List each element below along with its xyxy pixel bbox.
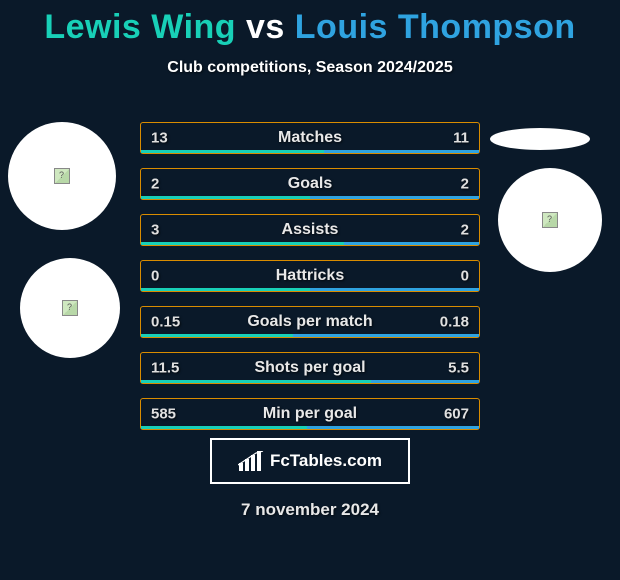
- date-text: 7 november 2024: [0, 500, 620, 520]
- brand-text: FcTables.com: [270, 451, 382, 471]
- stats-table: 13 Matches 11 2 Goals 2 3 Assists 2 0 Hattricks 0 0.…: [140, 122, 480, 444]
- stat-bar-left: [141, 150, 324, 153]
- stat-bar-right: [307, 426, 479, 429]
- stat-label: Goals per match: [247, 313, 372, 331]
- title-vs: vs: [236, 8, 295, 46]
- stat-row: 3 Assists 2: [140, 214, 480, 246]
- stat-bar-left: [141, 196, 310, 199]
- stat-value-right: 2: [461, 222, 469, 239]
- stat-row: 11.5 Shots per goal 5.5: [140, 352, 480, 384]
- stat-value-left: 2: [151, 176, 159, 193]
- page-title: Lewis Wing vs Louis Thompson: [0, 0, 620, 47]
- stat-value-left: 0: [151, 268, 159, 285]
- player1-avatar-top: [8, 122, 116, 230]
- player2-ellipse: [490, 128, 590, 150]
- stat-bar-left: [141, 380, 371, 383]
- stat-value-right: 2: [461, 176, 469, 193]
- player1-avatar-bottom: [20, 258, 120, 358]
- stat-value-left: 11.5: [151, 360, 179, 377]
- player2-avatar: [498, 168, 602, 272]
- stat-value-right: 0: [461, 268, 469, 285]
- stat-label: Hattricks: [276, 267, 344, 285]
- stat-value-left: 585: [151, 406, 176, 423]
- stat-value-left: 0.15: [151, 314, 180, 331]
- subtitle: Club competitions, Season 2024/2025: [0, 59, 620, 77]
- stat-row: 2 Goals 2: [140, 168, 480, 200]
- broken-image-icon: [542, 212, 558, 228]
- stat-bar-left: [141, 334, 293, 337]
- stat-bar-right: [344, 242, 479, 245]
- stat-bar-left: [141, 288, 310, 291]
- stat-row: 0.15 Goals per match 0.18: [140, 306, 480, 338]
- stat-value-left: 3: [151, 222, 159, 239]
- stat-bar-right: [293, 334, 479, 337]
- stat-bar-left: [141, 426, 307, 429]
- stat-row: 585 Min per goal 607: [140, 398, 480, 430]
- stat-value-right: 11: [453, 130, 469, 147]
- title-player1: Lewis Wing: [44, 8, 236, 46]
- stat-bar-right: [310, 288, 479, 291]
- stat-bar-right: [371, 380, 479, 383]
- broken-image-icon: [54, 168, 70, 184]
- broken-image-icon: [62, 300, 78, 316]
- stat-row: 13 Matches 11: [140, 122, 480, 154]
- stat-label: Assists: [282, 221, 339, 239]
- stat-value-right: 607: [444, 406, 469, 423]
- stat-label: Matches: [278, 129, 342, 147]
- stat-bar-left: [141, 242, 344, 245]
- bar-chart-icon: [238, 451, 264, 471]
- stat-label: Goals: [288, 175, 332, 193]
- stat-bar-right: [324, 150, 479, 153]
- stat-row: 0 Hattricks 0: [140, 260, 480, 292]
- stat-bar-right: [310, 196, 479, 199]
- stat-label: Shots per goal: [254, 359, 365, 377]
- title-player2: Louis Thompson: [295, 8, 576, 46]
- stat-value-left: 13: [151, 130, 168, 147]
- stat-value-right: 0.18: [440, 314, 469, 331]
- stat-value-right: 5.5: [448, 360, 469, 377]
- brand-box: FcTables.com: [210, 438, 410, 484]
- stat-label: Min per goal: [263, 405, 357, 423]
